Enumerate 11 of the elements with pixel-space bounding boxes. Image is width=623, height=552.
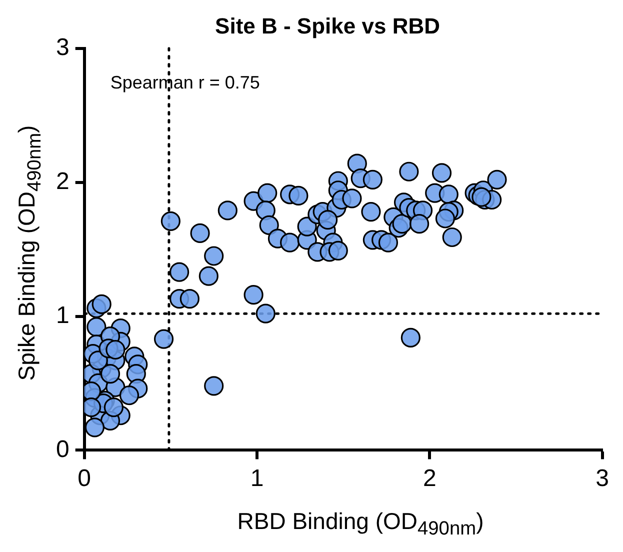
annotation: Spearman r = 0.75 bbox=[110, 72, 260, 92]
x-tick-label: 3 bbox=[596, 465, 610, 492]
chart-title: Site B - Spike vs RBD bbox=[215, 13, 440, 38]
x-axis-title: RBD Binding (OD$_{490nm}$) bbox=[236, 508, 485, 541]
x-tick-label: 2 bbox=[422, 465, 436, 492]
y-tick-label: 0 bbox=[56, 436, 70, 463]
x-tick-label: 1 bbox=[250, 465, 264, 492]
y-tick-label: 1 bbox=[56, 302, 70, 329]
y-tick-label: 3 bbox=[56, 34, 70, 62]
x-tick-label: 0 bbox=[78, 465, 92, 492]
y-tick-label: 2 bbox=[56, 168, 70, 195]
